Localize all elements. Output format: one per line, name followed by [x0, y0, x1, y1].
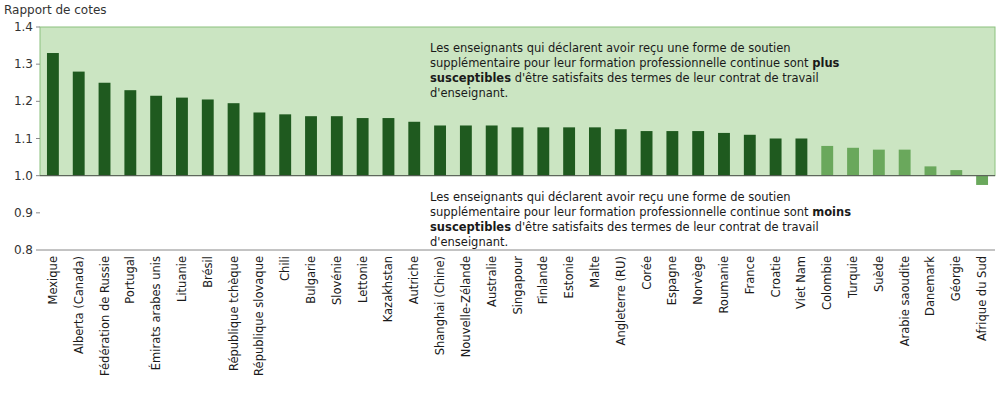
bar	[744, 135, 756, 176]
category-label: Turquie	[846, 256, 860, 299]
bar	[899, 150, 911, 176]
bar	[641, 131, 653, 176]
category-label: Singapour	[511, 256, 525, 315]
bar	[873, 150, 885, 176]
y-tick	[36, 175, 40, 176]
annotation-text: Les enseignants qui déclarent avoir reçu…	[430, 41, 812, 70]
y-tick	[36, 64, 40, 65]
bar	[537, 127, 549, 175]
category-label: Portugal	[123, 256, 137, 304]
category-label: Espagne	[665, 256, 679, 305]
y-tick	[36, 138, 40, 139]
bar	[615, 129, 627, 175]
bar	[512, 127, 524, 175]
bar	[770, 139, 782, 176]
bar	[305, 116, 317, 175]
category-label: Brésil	[201, 256, 215, 288]
category-label: Viet Nam	[794, 256, 808, 309]
category-label: Finlande	[536, 256, 550, 304]
bar	[47, 53, 59, 176]
bar	[718, 133, 730, 176]
category-label: Roumanie	[717, 256, 731, 314]
bar	[950, 170, 962, 176]
y-tick-label: 1.2	[14, 94, 33, 108]
y-tick-label: 0.8	[14, 243, 33, 257]
category-label: Australie	[485, 256, 499, 307]
bars	[47, 53, 988, 185]
baseline	[40, 175, 995, 176]
category-label: Colombie	[820, 256, 834, 310]
y-tick	[36, 250, 40, 251]
category-label: République tchèque	[227, 256, 241, 371]
category-label: Arabie saoudite	[898, 256, 912, 346]
bar	[434, 125, 446, 175]
category-label: Corée	[640, 256, 654, 290]
bar	[408, 122, 420, 176]
annotation: Les enseignants qui déclarent avoir reçu…	[430, 190, 870, 250]
category-label: Norvège	[691, 256, 705, 305]
bar	[460, 125, 472, 175]
category-label: Suède	[872, 256, 886, 292]
y-tick-label: 1.1	[14, 132, 33, 146]
category-label: Chili	[278, 256, 292, 281]
bar	[976, 176, 988, 185]
y-axis-label: Rapport de cotes	[4, 3, 107, 17]
category-label: Angleterre (RU)	[614, 256, 628, 345]
y-tick-label: 0.9	[14, 206, 33, 220]
category-label: Bulgarie	[304, 256, 318, 304]
category-label: République slovaque	[252, 256, 266, 376]
y-tick-label: 1.0	[14, 169, 33, 183]
bar	[821, 146, 833, 176]
y-tick-label: 1.3	[14, 57, 33, 71]
bar	[847, 148, 859, 176]
category-label: Émirats arabes unis	[148, 256, 163, 370]
y-tick	[36, 212, 40, 213]
bar	[150, 96, 162, 176]
category-label: Lettonie	[356, 256, 370, 303]
bar	[563, 127, 575, 175]
bar	[925, 166, 937, 175]
annotation: Les enseignants qui déclarent avoir reçu…	[430, 41, 870, 101]
y-tick	[36, 27, 40, 28]
category-label: Fédération de Russie	[98, 256, 112, 376]
category-label: Kazakhstan	[381, 256, 395, 322]
annotation-text: Les enseignants qui déclarent avoir reçu…	[430, 190, 812, 219]
bar	[253, 112, 265, 175]
category-label: Croatie	[769, 256, 783, 297]
bar	[357, 118, 369, 176]
bar	[202, 99, 214, 175]
x-axis	[40, 250, 995, 251]
bar	[176, 98, 188, 176]
y-tick	[36, 101, 40, 102]
bar	[228, 103, 240, 175]
y-tick-label: 1.4	[14, 20, 33, 34]
bar	[331, 116, 343, 175]
bar	[383, 118, 395, 176]
bar	[666, 131, 678, 176]
category-label: Slovénie	[330, 256, 344, 305]
category-label: Géorgie	[949, 256, 963, 301]
bar	[486, 125, 498, 175]
bar	[692, 131, 704, 176]
category-label: Alberta (Canada)	[72, 256, 86, 354]
category-label: Danemark	[923, 256, 937, 316]
bar	[279, 114, 291, 175]
category-label: Lituanie	[175, 256, 189, 302]
bar	[99, 83, 111, 176]
category-label: Estonie	[562, 256, 576, 298]
bar	[795, 139, 807, 176]
category-label: Afrique du Sud	[975, 256, 989, 341]
category-label: Mexique	[46, 256, 60, 304]
positive-region	[40, 27, 995, 176]
category-label: France	[743, 256, 757, 294]
bar	[124, 90, 136, 175]
category-label: Shanghai (Chine)	[433, 256, 447, 355]
category-label: Nouvelle-Zélande	[459, 256, 473, 357]
category-label: Malte	[588, 256, 602, 288]
bar	[589, 127, 601, 175]
bar	[73, 72, 85, 176]
category-label: Autriche	[407, 256, 421, 304]
